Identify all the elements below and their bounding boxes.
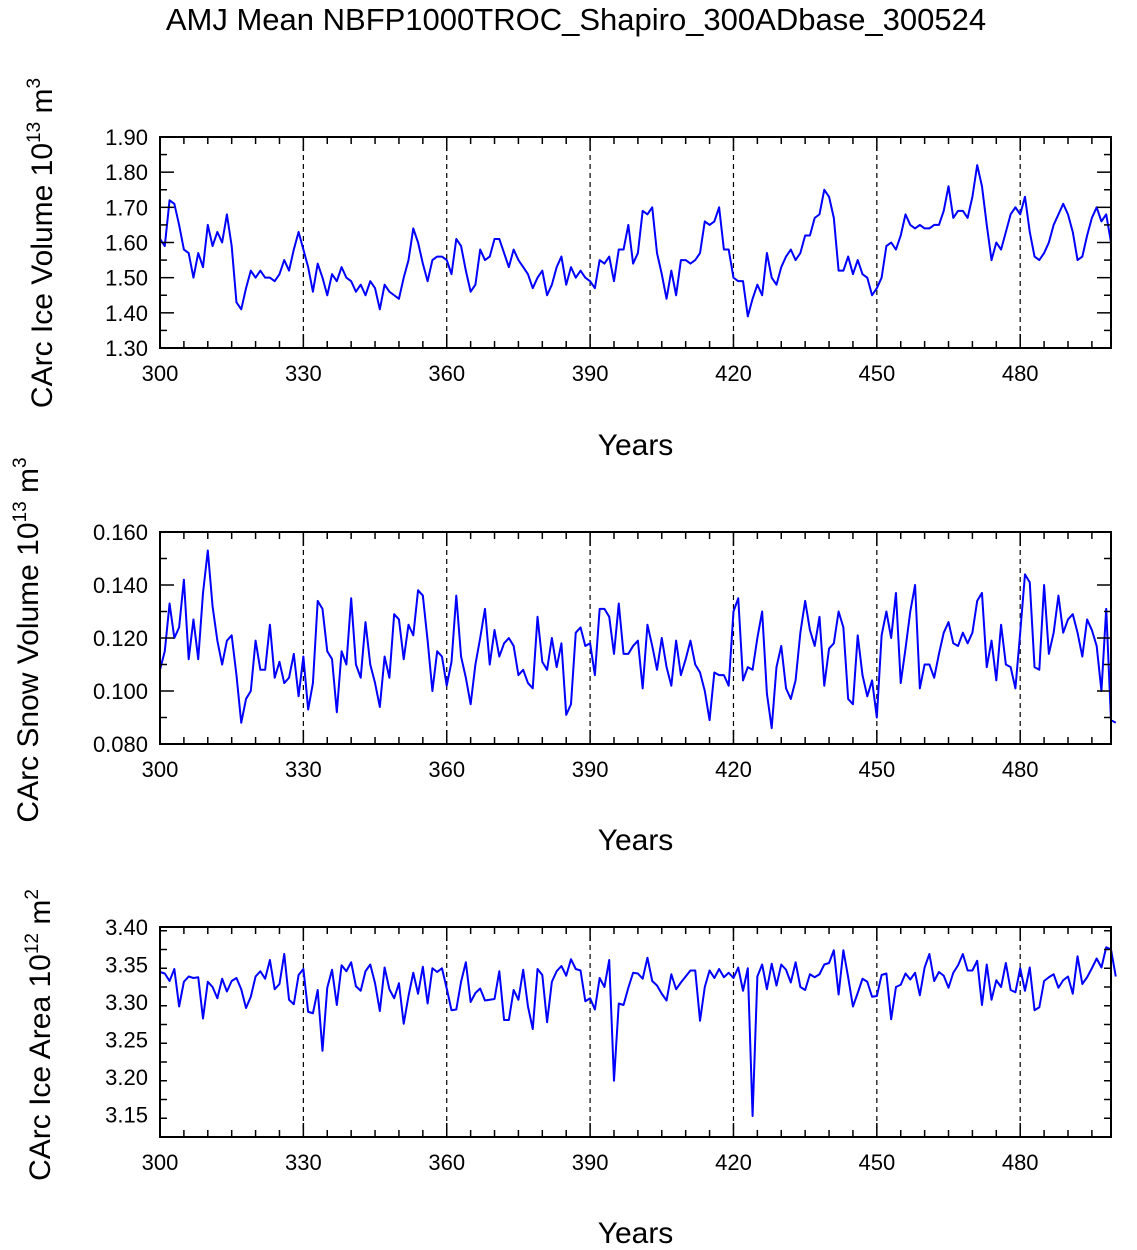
y-tick-label: 3.20 bbox=[105, 1065, 148, 1090]
panel-ice-area: 300 330 360 390 420 450 480 3.15 3.20 3.25 3.30 3.3… bbox=[22, 889, 1117, 1250]
ice-area-y-axis-title: CArc Ice Area 1012 m2 bbox=[22, 889, 57, 1181]
y-tick-label: 3.40 bbox=[105, 915, 148, 940]
snow-volume-y-axis-title: CArc Snow Volume 1013 m3 bbox=[10, 457, 45, 822]
ice-volume-plot-frame bbox=[159, 136, 1112, 349]
ice-volume-y-axis-title: CArc Ice Volume 1013 m3 bbox=[24, 78, 59, 408]
y-tick-label: 3.15 bbox=[105, 1103, 148, 1128]
y-tick-label: 1.80 bbox=[105, 160, 148, 185]
x-tick-label: 480 bbox=[1002, 757, 1039, 782]
y-tick-label: 1.50 bbox=[105, 266, 148, 291]
chart-title: AMJ Mean NBFP1000TROC_Shapiro_300ADbase_… bbox=[166, 2, 986, 37]
y-tick-label: 3.25 bbox=[105, 1028, 148, 1053]
x-tick-label: 360 bbox=[428, 757, 465, 782]
snow-volume-x-axis-title: Years bbox=[598, 824, 674, 857]
x-tick-label: 330 bbox=[285, 757, 322, 782]
x-tick-label: 300 bbox=[142, 757, 179, 782]
x-tick-label: 300 bbox=[142, 1150, 179, 1175]
x-tick-label: 420 bbox=[715, 361, 752, 386]
x-tick-label: 390 bbox=[572, 1150, 609, 1175]
x-tick-label: 330 bbox=[285, 1150, 322, 1175]
y-tick-label: 1.70 bbox=[105, 195, 148, 220]
y-tick-label: 0.140 bbox=[93, 573, 148, 598]
y-tick-label: 0.120 bbox=[93, 626, 148, 651]
ice-area-series-line bbox=[159, 946, 1117, 1117]
snow-volume-plot-frame bbox=[159, 531, 1112, 745]
y-tick-label: 0.080 bbox=[93, 732, 148, 757]
x-tick-label: 450 bbox=[858, 1150, 895, 1175]
ice-volume-x-axis-title: Years bbox=[598, 429, 674, 462]
y-tick-label: 0.160 bbox=[93, 520, 148, 545]
ice-volume-series-line bbox=[159, 164, 1112, 318]
panel-snow-volume: 300 330 360 390 420 450 480 0.080 0.100 0.120 0.14… bbox=[10, 457, 1117, 857]
x-tick-label: 390 bbox=[572, 757, 609, 782]
y-tick-label: 1.60 bbox=[105, 231, 148, 256]
x-tick-label: 330 bbox=[285, 361, 322, 386]
x-tick-label: 450 bbox=[858, 361, 895, 386]
x-tick-label: 360 bbox=[428, 361, 465, 386]
y-tick-label: 3.30 bbox=[105, 990, 148, 1015]
x-tick-label: 390 bbox=[572, 361, 609, 386]
x-tick-label: 480 bbox=[1002, 1150, 1039, 1175]
y-tick-label: 1.90 bbox=[105, 125, 148, 150]
snow-volume-series-line bbox=[159, 549, 1117, 730]
y-tick-label: 3.35 bbox=[105, 953, 148, 978]
x-tick-label: 450 bbox=[858, 757, 895, 782]
y-tick-label: 1.30 bbox=[105, 336, 148, 361]
ice-area-x-axis-title: Years bbox=[598, 1217, 674, 1250]
y-tick-label: 0.100 bbox=[93, 679, 148, 704]
x-tick-label: 360 bbox=[428, 1150, 465, 1175]
panel-ice-volume: 300 330 360 390 420 450 480 1.30 1.40 1.50 1.60 1.7… bbox=[24, 78, 1112, 462]
x-tick-label: 420 bbox=[715, 757, 752, 782]
ice-area-plot-frame bbox=[159, 926, 1112, 1138]
y-tick-label: 1.40 bbox=[105, 301, 148, 326]
x-tick-label: 300 bbox=[142, 361, 179, 386]
x-tick-label: 420 bbox=[715, 1150, 752, 1175]
x-tick-label: 480 bbox=[1002, 361, 1039, 386]
